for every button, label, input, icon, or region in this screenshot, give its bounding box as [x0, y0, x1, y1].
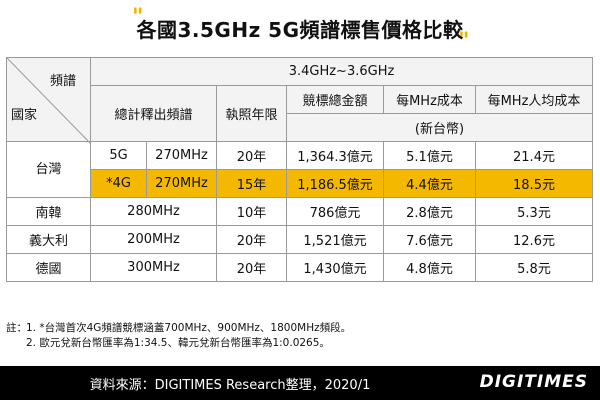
per-capita-cell: 18.5元	[475, 169, 593, 198]
band-header: 3.4GHz~3.6GHz	[90, 57, 593, 86]
spectrum-cell: 300MHz	[90, 253, 217, 282]
country-cell: 南韓	[6, 197, 91, 226]
note-item: 2. 歐元兌新台幣匯率為1:34.5、韓元兌新台幣匯率為1:0.0265。	[26, 337, 330, 349]
years-cell: 15年	[216, 169, 287, 198]
table-row: 德國 300MHz 20年 1,430億元 4.8億元 5.8元	[6, 253, 593, 282]
tech-cell: 5G	[90, 141, 147, 170]
per-mhz-cell: 4.8億元	[383, 253, 476, 282]
table-row: 義大利 200MHz 20年 1,521億元 7.6億元 12.6元	[6, 225, 593, 254]
notes-label: 註：	[6, 322, 27, 334]
col-header-total: 競標總金額	[286, 85, 384, 114]
country-cell: 德國	[6, 253, 91, 282]
open-quote-mark: "	[132, 4, 144, 30]
years-cell: 20年	[216, 253, 287, 282]
per-capita-cell: 21.4元	[475, 141, 593, 170]
total-cell: 786億元	[286, 197, 384, 226]
table-row-highlighted: *4G 270MHz 15年 1,186.5億元 4.4億元 18.5元	[7, 169, 593, 198]
corner-label-country: 國家	[11, 108, 38, 123]
col-header-years: 執照年限	[216, 85, 287, 142]
table-row: 台灣 5G 270MHz 20年 1,364.3億元 5.1億元 21.4元	[6, 141, 593, 198]
total-cell: 1,521億元	[286, 225, 384, 254]
tech-cell: *4G	[90, 169, 147, 198]
spectrum-cell: 270MHz	[146, 141, 217, 170]
footnotes: 註： 1. *台灣首次4G頻譜競標涵蓋700MHz、900MHz、1800MHz…	[6, 321, 351, 351]
col-header-per-mhz: 每MHz成本	[383, 85, 476, 114]
table-row: 南韓 280MHz 10年 786億元 2.8億元 5.3元	[6, 197, 593, 226]
col-header-spectrum: 總計釋出頻譜	[90, 85, 217, 142]
corner-header-cell: 頻譜 國家	[6, 57, 91, 144]
per-mhz-cell: 2.8億元	[383, 197, 476, 226]
total-cell: 1,186.5億元	[286, 169, 384, 198]
per-capita-cell: 12.6元	[475, 225, 593, 254]
per-mhz-cell: 7.6億元	[383, 225, 476, 254]
corner-label-spectrum: 頻譜	[49, 74, 76, 89]
col-header-per-capita: 每MHz人均成本	[475, 85, 593, 114]
per-capita-cell: 5.8元	[475, 253, 593, 282]
footer-bar: 資料來源：DIGITIMES Research整理，2020/1 DIGITIM…	[0, 366, 600, 400]
close-quote-mark: "	[458, 28, 470, 54]
spectrum-cell: 280MHz	[90, 197, 217, 226]
per-capita-cell: 5.3元	[475, 197, 593, 226]
country-cell: 義大利	[6, 225, 91, 254]
spectrum-cell: 200MHz	[90, 225, 217, 254]
total-cell: 1,364.3億元	[286, 141, 384, 170]
source-text: 資料來源：DIGITIMES Research整理，2020/1	[89, 378, 371, 393]
years-cell: 20年	[216, 225, 287, 254]
corner-diagonal-line	[7, 58, 91, 144]
per-mhz-cell: 5.1億元	[383, 141, 476, 170]
unit-note: (新台幣)	[286, 113, 593, 142]
years-cell: 20年	[216, 141, 287, 170]
page-title: 各國3.5GHz 5G頻譜標售價格比較	[136, 18, 464, 42]
note-item: 1. *台灣首次4G頻譜競標涵蓋700MHz、900MHz、1800MHz頻段。	[26, 322, 352, 334]
digitimes-logo: DIGITIMES	[479, 372, 588, 392]
spectrum-price-table: 頻譜 國家 3.4GHz~3.6GHz 總計釋出頻譜 執照年限 競標總金額 每M…	[6, 57, 593, 282]
per-mhz-cell: 4.4億元	[383, 169, 476, 198]
years-cell: 10年	[216, 197, 287, 226]
spectrum-cell: 270MHz	[146, 169, 217, 198]
total-cell: 1,430億元	[286, 253, 384, 282]
country-cell-taiwan: 台灣	[6, 141, 91, 198]
